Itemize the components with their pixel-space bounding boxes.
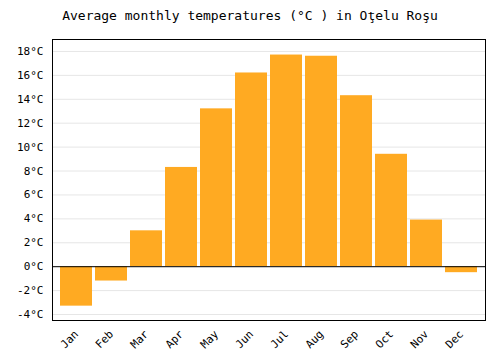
svg-text:Feb: Feb bbox=[93, 328, 116, 350]
svg-text:Mar: Mar bbox=[128, 327, 152, 350]
svg-text:Jul: Jul bbox=[268, 328, 291, 350]
svg-text:Aug: Aug bbox=[303, 328, 326, 350]
svg-text:Sep: Sep bbox=[338, 328, 361, 350]
svg-text:10°C: 10°C bbox=[17, 141, 44, 154]
svg-text:0°C: 0°C bbox=[24, 260, 44, 273]
svg-text:Jun: Jun bbox=[233, 328, 256, 350]
html-text:Average monthly temperatures (: Average monthly temperatures (°C ) in Oţ… bbox=[62, 8, 438, 23]
svg-text:Oct: Oct bbox=[373, 328, 396, 350]
svg-text:16°C: 16°C bbox=[17, 69, 44, 82]
svg-text:May: May bbox=[198, 327, 222, 350]
svg-text:-2°C: -2°C bbox=[17, 284, 44, 297]
svg-text:8°C: 8°C bbox=[24, 165, 44, 178]
svg-text:Jan: Jan bbox=[58, 328, 81, 350]
svg-text:14°C: 14°C bbox=[17, 93, 44, 106]
svg-text:Dec: Dec bbox=[443, 328, 466, 350]
svg-text:18°C: 18°C bbox=[17, 45, 44, 58]
svg-text:12°C: 12°C bbox=[17, 117, 44, 130]
svg-text:Apr: Apr bbox=[163, 327, 187, 350]
svg-text:6°C: 6°C bbox=[24, 188, 44, 201]
svg-text:2°C: 2°C bbox=[24, 236, 44, 249]
svg-text:4°C: 4°C bbox=[24, 212, 44, 225]
svg-text:Nov: Nov bbox=[408, 327, 432, 350]
svg-text:-4°C: -4°C bbox=[17, 308, 44, 321]
